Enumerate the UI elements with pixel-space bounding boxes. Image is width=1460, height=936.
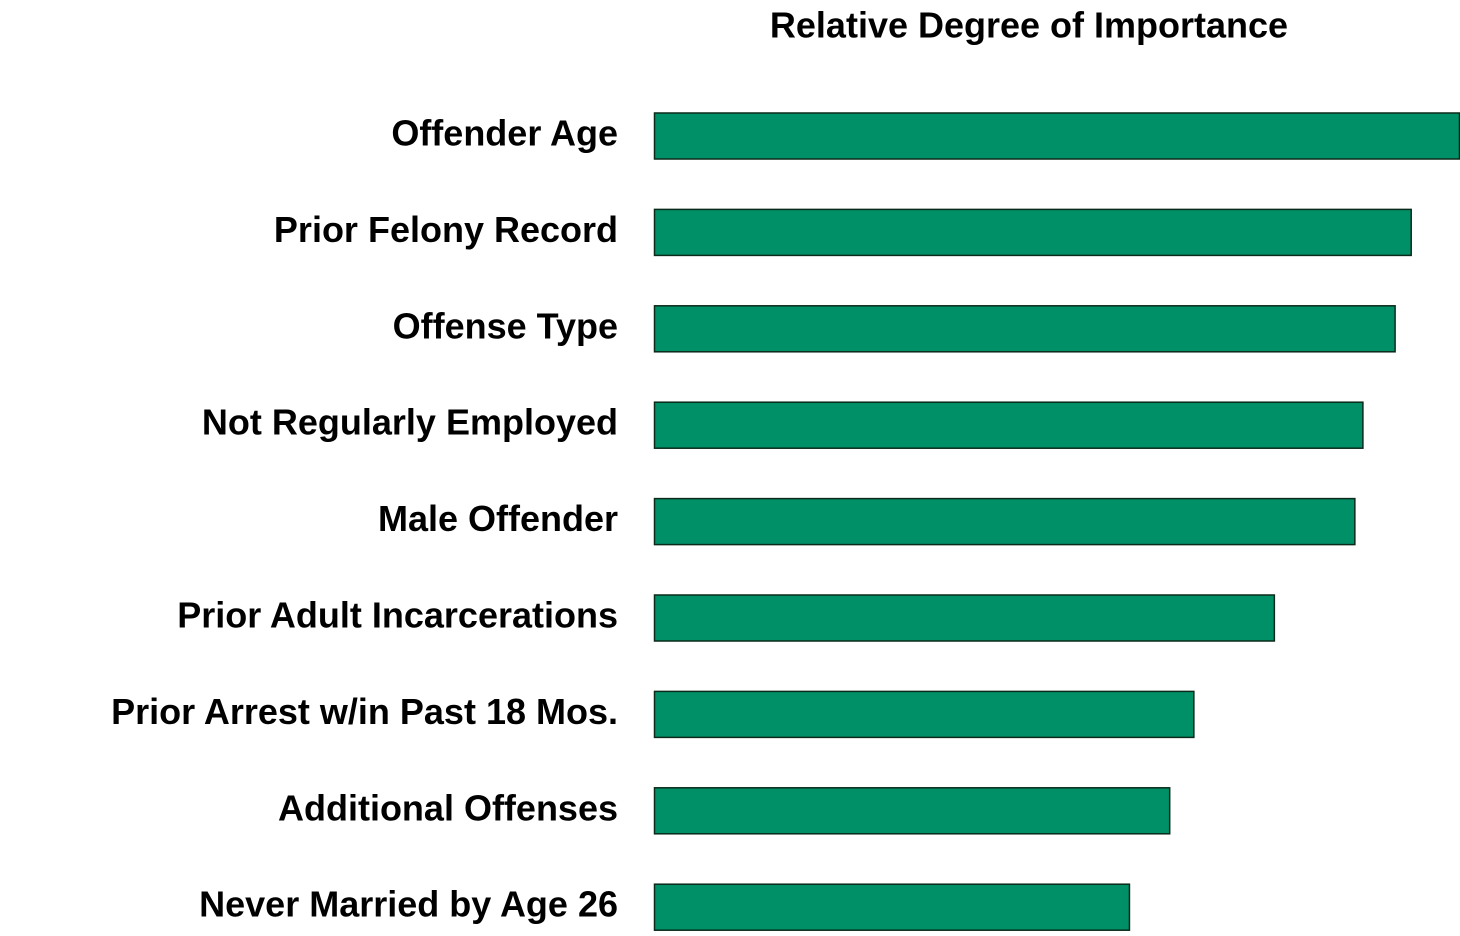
y-tick-label: Prior Adult Incarcerations (177, 595, 618, 636)
y-tick-label: Prior Felony Record (274, 209, 618, 250)
bar (653, 787, 1171, 835)
bar (653, 594, 1276, 642)
y-tick-label: Male Offender (378, 498, 618, 539)
bar (653, 208, 1412, 257)
y-tick-label: Offense Type (393, 305, 618, 346)
bar (653, 497, 1356, 546)
y-tick-label: Additional Offenses (278, 787, 618, 828)
bar (653, 883, 1131, 931)
y-tick-label: Offender Age (391, 113, 618, 154)
y-tick-label: Never Married by Age 26 (199, 884, 618, 925)
y-tick-label: Not Regularly Employed (202, 402, 618, 443)
bar (653, 690, 1195, 739)
bar (653, 305, 1396, 353)
y-tick-label: Prior Arrest w/in Past 18 Mos. (111, 691, 618, 732)
bar (653, 112, 1460, 160)
chart-title: Relative Degree of Importance (770, 5, 1288, 46)
bar (653, 401, 1364, 449)
